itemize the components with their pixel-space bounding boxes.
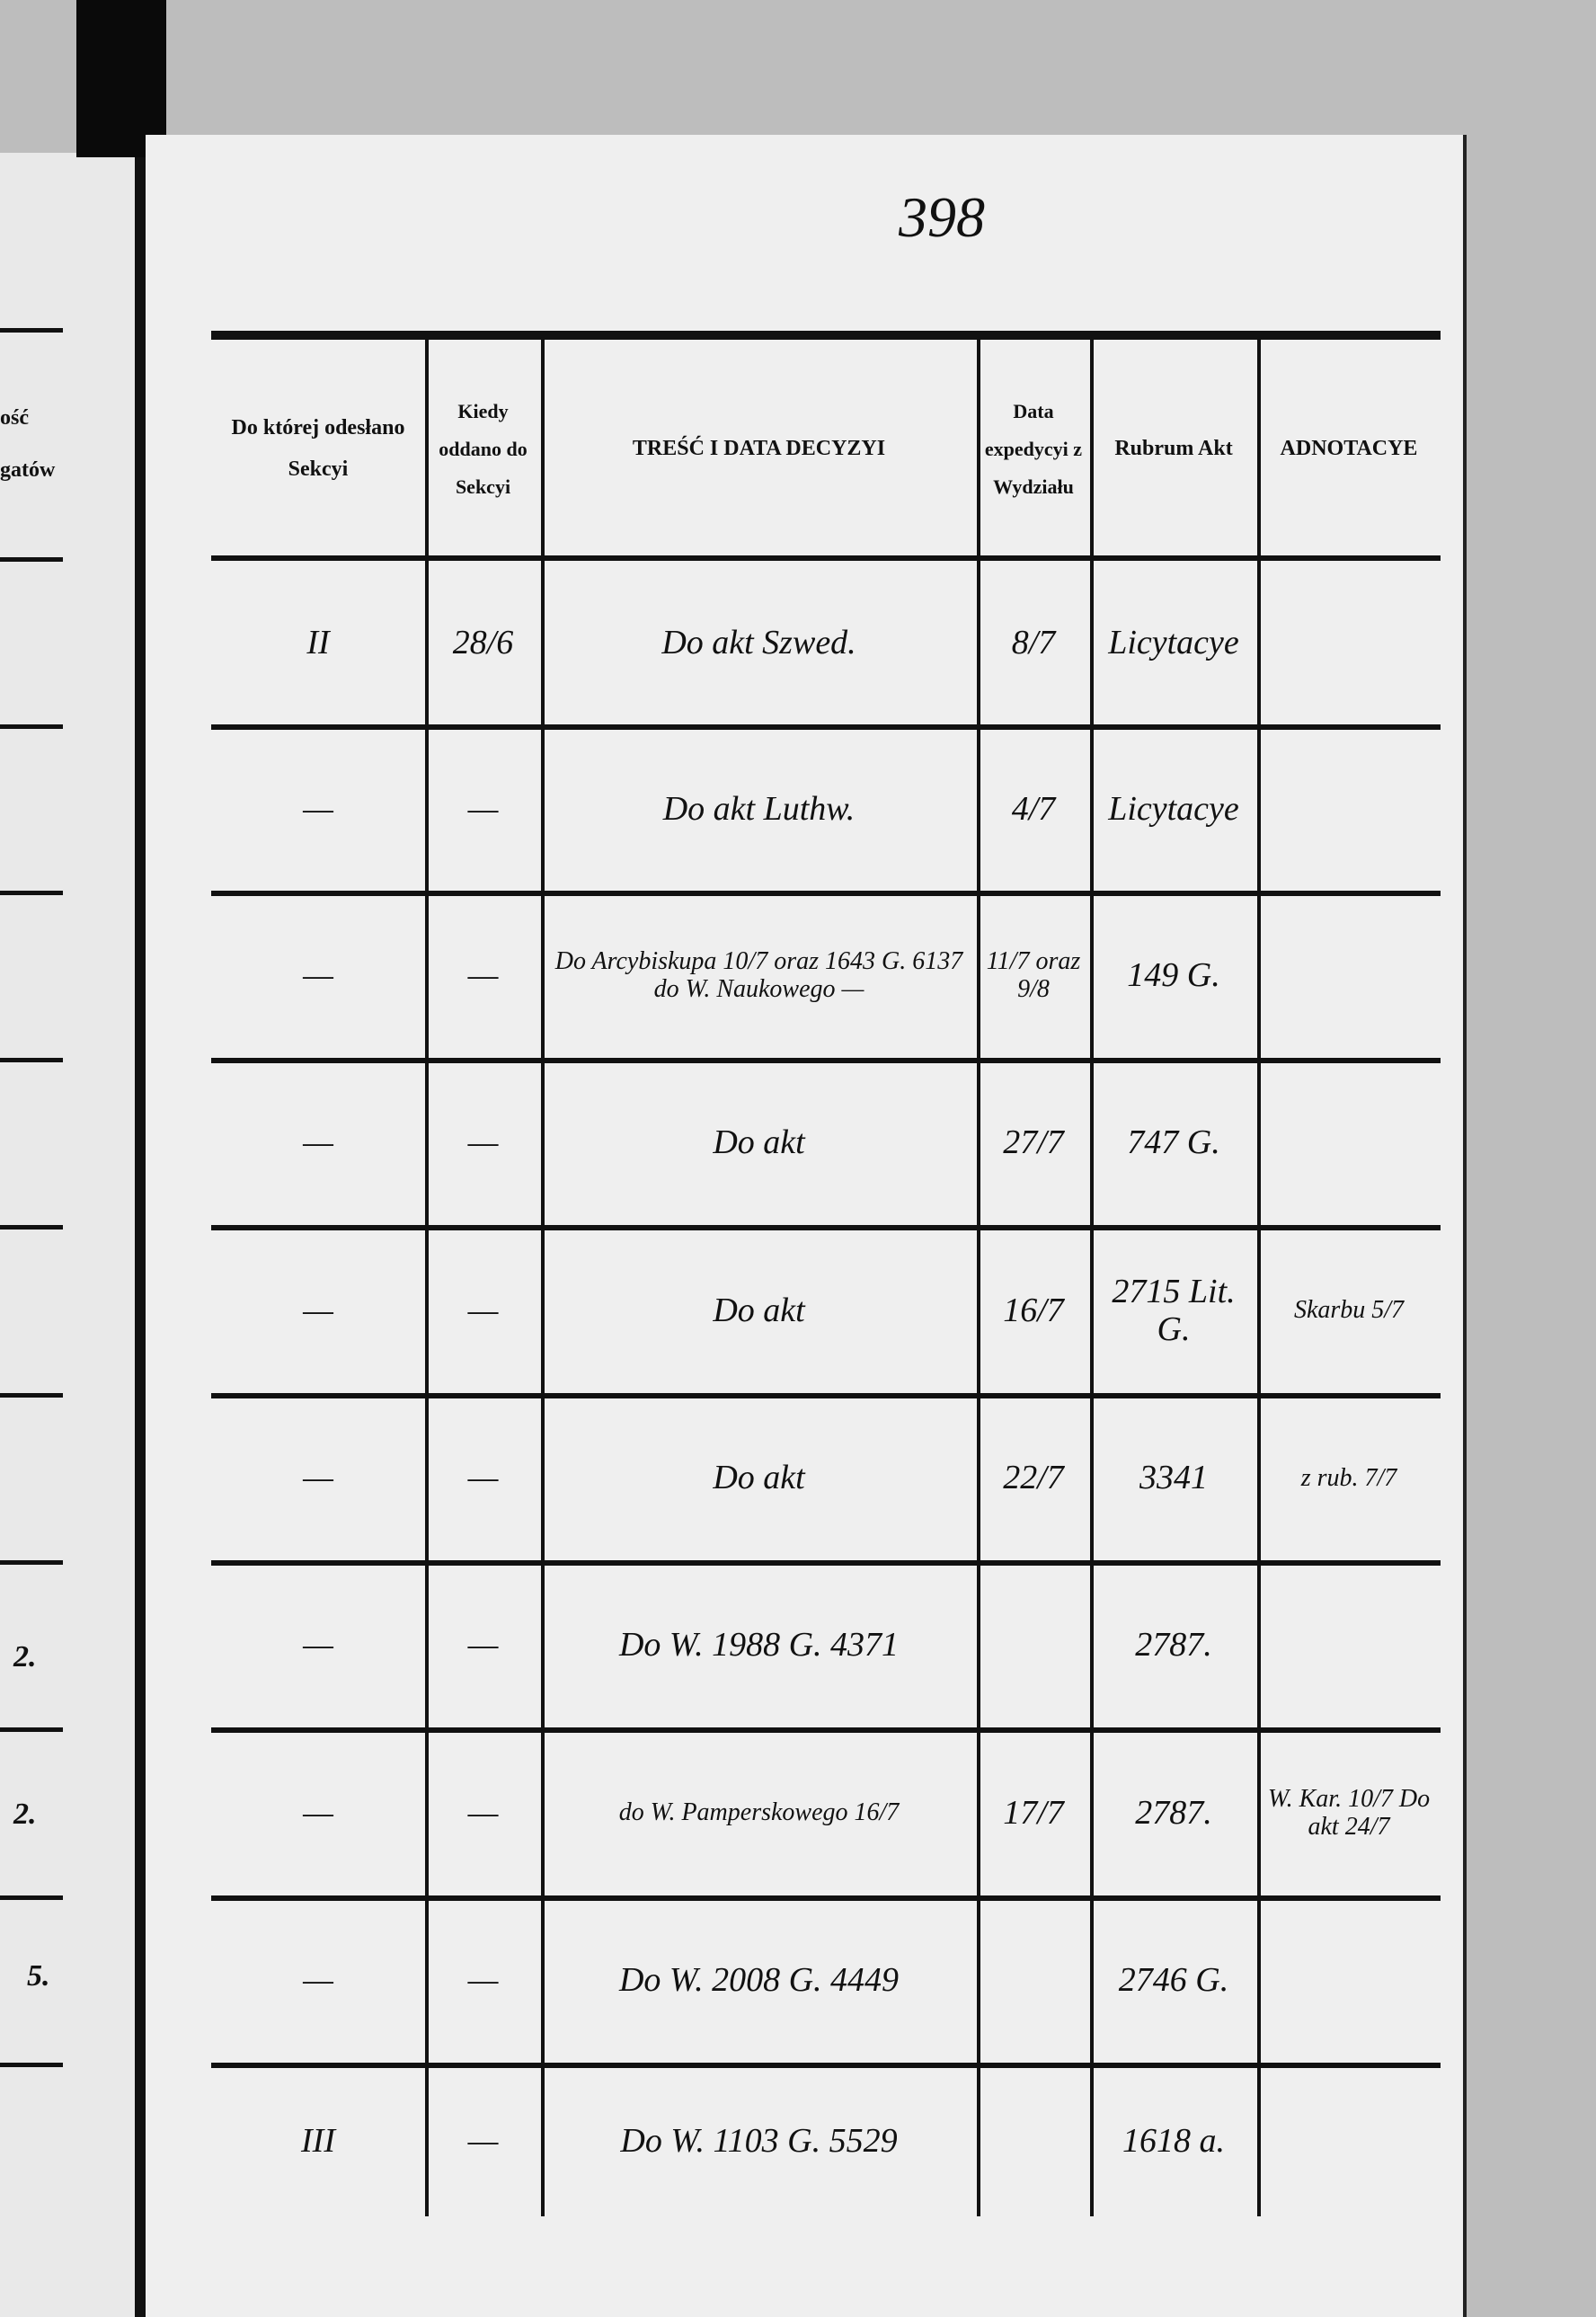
table-cell: — (303, 1626, 333, 1665)
column-header: ADNOTACYE (1280, 437, 1418, 461)
table-cell: II (306, 623, 330, 661)
table-cell: Do W. 1988 G. 4371 (618, 1626, 900, 1665)
left-page-text: 5. (27, 1959, 50, 1993)
table-cell: Do Arcybiskupa 10/7 oraz 1643 G. 6137 do… (554, 947, 963, 1003)
column-header: Do której odesłano Sekcyi (231, 416, 405, 481)
table-cell (1263, 1903, 1435, 2059)
table-cell: Do akt Luthw. (662, 789, 856, 828)
table-cell: 17/7 (1003, 1793, 1064, 1832)
table-cell: — (303, 956, 333, 995)
table-cell: — (467, 1961, 499, 2000)
table-cell: — (467, 1626, 499, 1665)
row-rule (211, 1225, 1441, 1230)
table-cell: 16/7 (1003, 1291, 1064, 1329)
table-cell: W. Kar. 10/7 Do akt 24/7 (1267, 1784, 1431, 1841)
table-cell: 747 G. (1127, 1123, 1220, 1162)
column-header: TREŚĆ I DATA DECYZYI (632, 437, 886, 461)
table-cell: 1618 a. (1122, 2121, 1225, 2160)
table-cell: — (303, 1459, 333, 1497)
table-cell (1263, 1567, 1435, 1724)
column-rule (977, 331, 980, 2216)
table-cell: Licytacye (1108, 623, 1239, 661)
left-page-text: gatów (0, 458, 56, 482)
table-cell: — (303, 1961, 333, 2000)
table-cell (1263, 732, 1435, 887)
page-spine (135, 157, 146, 2317)
table-cell: — (303, 789, 333, 828)
table-cell (982, 1567, 1085, 1724)
table-cell: Do akt Szwed. (661, 623, 856, 661)
table-cell: — (303, 1291, 333, 1329)
table-cell: 2746 G. (1118, 1961, 1229, 2000)
table-cell: — (303, 1793, 333, 1832)
table-cell: III (301, 2121, 335, 2160)
row-rule (211, 724, 1441, 730)
column-header: Kiedy oddano do Sekcyi (439, 400, 528, 498)
left-page-text: ość (0, 406, 29, 430)
table-cell (982, 2070, 1085, 2213)
table-cell (1263, 898, 1435, 1054)
table-cell: 2787. (1135, 1626, 1212, 1665)
table-cell: 28/6 (452, 623, 514, 661)
table-cell: — (467, 1123, 499, 1162)
table-cell: — (467, 2121, 499, 2160)
table-cell: 3341 (1139, 1459, 1208, 1497)
table-cell: — (467, 789, 499, 828)
table-cell: 27/7 (1003, 1123, 1064, 1162)
row-rule (211, 891, 1441, 896)
column-header: Rubrum Akt (1114, 437, 1233, 461)
table-cell: 149 G. (1127, 956, 1220, 995)
table-cell (1263, 565, 1435, 721)
table-cell: 8/7 (1011, 623, 1056, 661)
binding-shadow (76, 0, 166, 157)
table-cell (982, 1903, 1085, 2059)
left-page-text: 2. (13, 1640, 37, 1673)
row-rule (211, 1727, 1441, 1733)
row-rule (211, 2063, 1441, 2068)
row-rule (211, 1058, 1441, 1063)
table-cell: 2715 Lit. G. (1112, 1272, 1236, 1348)
table-cell: 2787. (1135, 1793, 1212, 1832)
column-rule (425, 331, 429, 2216)
left-page-fragment (0, 153, 146, 2317)
table-cell: do W. Pamperskowego 16/7 (618, 1798, 900, 1827)
table-cell: 22/7 (1003, 1459, 1064, 1497)
table-cell: — (467, 1291, 499, 1329)
header-rule (211, 555, 1441, 561)
row-rule (211, 1393, 1441, 1398)
row-rule (211, 1560, 1441, 1566)
table-cell: Do akt (713, 1459, 805, 1497)
table-cell: Do W. 1103 G. 5529 (620, 2121, 898, 2160)
table-cell: — (467, 956, 499, 995)
table-cell: Do akt (713, 1123, 805, 1162)
column-rule (1090, 331, 1094, 2216)
table-cell (1263, 2070, 1435, 2213)
table-cell: Do akt (713, 1291, 805, 1329)
table-cell: z rub. 7/7 (1300, 1463, 1397, 1492)
table-cell: 11/7 oraz 9/8 (986, 947, 1081, 1003)
table-cell: — (467, 1793, 499, 1832)
top-rule (211, 331, 1441, 340)
table-cell: 4/7 (1011, 789, 1056, 828)
row-rule (211, 1895, 1441, 1901)
left-page-text: 2. (13, 1798, 37, 1831)
column-rule (541, 331, 545, 2216)
table-cell (1263, 1065, 1435, 1221)
column-header: Data expedycyi z Wydziału (984, 400, 1083, 498)
table-cell: — (467, 1459, 499, 1497)
table-cell: Skarbu 5/7 (1293, 1296, 1405, 1325)
table-cell: — (303, 1123, 333, 1162)
table-cell: Do W. 2008 G. 4449 (618, 1961, 900, 2000)
column-rule (1257, 331, 1261, 2216)
table-cell: Licytacye (1108, 789, 1239, 828)
page-number: 398 (899, 185, 985, 249)
